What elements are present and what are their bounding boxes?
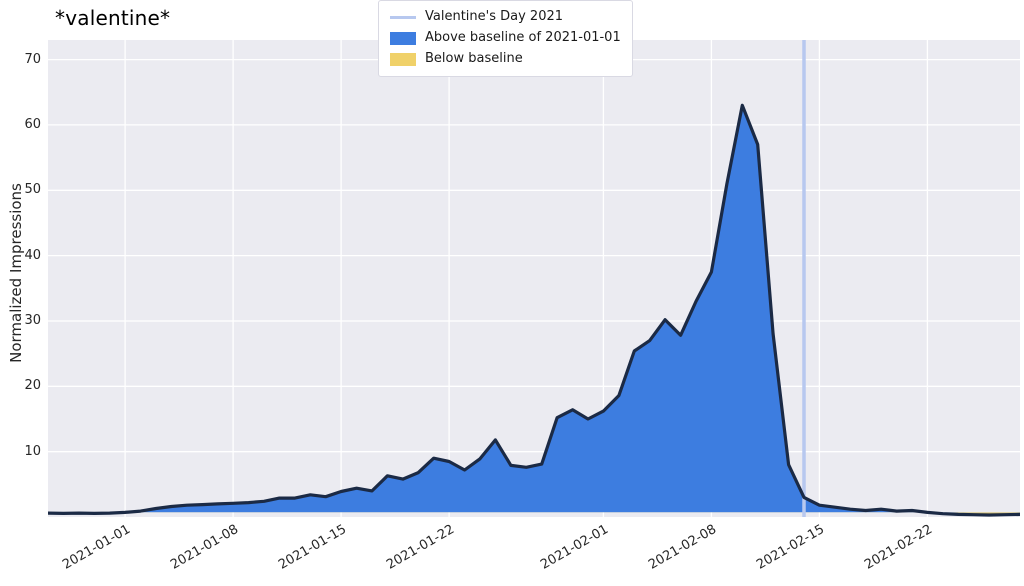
legend-item: Valentine's Day 2021 bbox=[390, 8, 621, 26]
legend-swatch-rect bbox=[390, 52, 416, 66]
chart-legend: Valentine's Day 2021 Above baseline of 20… bbox=[378, 0, 633, 77]
area-below-baseline bbox=[48, 512, 1020, 515]
area-above-baseline bbox=[125, 105, 928, 513]
legend-label: Below baseline bbox=[425, 51, 523, 66]
y-tick-label: 10 bbox=[24, 443, 41, 459]
legend-label: Valentine's Day 2021 bbox=[425, 9, 564, 24]
x-tick-label: 2021-01-01 bbox=[59, 522, 133, 573]
y-tick-label: 40 bbox=[24, 247, 41, 263]
y-tick-label: 20 bbox=[24, 378, 41, 394]
x-tick-label: 2021-02-01 bbox=[537, 522, 611, 573]
chart-canvas bbox=[48, 40, 1020, 517]
y-tick-label: 30 bbox=[24, 312, 41, 328]
x-tick-label: 2021-02-08 bbox=[645, 522, 719, 573]
y-axis-label: Normalized Impressions bbox=[7, 183, 25, 363]
legend-label: Above baseline of 2021-01-01 bbox=[425, 30, 621, 45]
x-tick-label: 2021-02-15 bbox=[753, 522, 827, 573]
legend-item: Above baseline of 2021-01-01 bbox=[390, 29, 621, 47]
legend-swatch-line bbox=[390, 15, 416, 19]
legend-item: Below baseline bbox=[390, 50, 621, 68]
legend-swatch-rect bbox=[390, 31, 416, 45]
y-tick-label: 60 bbox=[24, 116, 41, 132]
x-tick-label: 2021-01-22 bbox=[383, 522, 457, 573]
plot-area bbox=[48, 40, 1020, 517]
x-tick-label: 2021-01-08 bbox=[167, 522, 241, 573]
y-tick-label: 50 bbox=[24, 182, 41, 198]
series-line bbox=[48, 103, 1020, 517]
chart-title: *valentine* bbox=[55, 6, 171, 30]
x-tick-label: 2021-02-22 bbox=[861, 522, 935, 573]
x-tick-label: 2021-01-15 bbox=[275, 522, 349, 573]
gridlines bbox=[48, 40, 1020, 517]
y-tick-label: 70 bbox=[24, 51, 41, 67]
